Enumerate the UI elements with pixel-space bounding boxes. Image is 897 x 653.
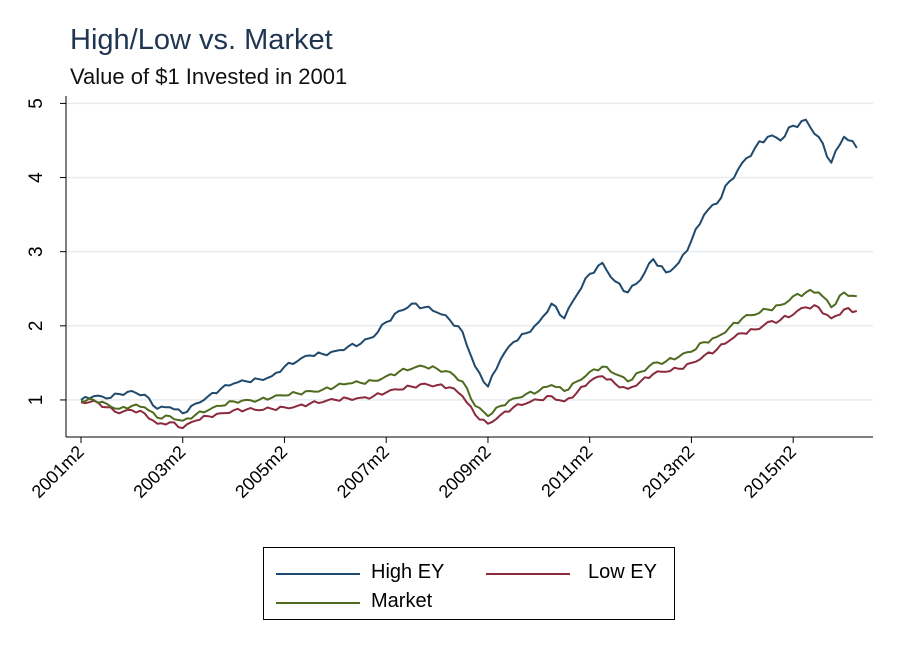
y-tick-label-5: 5 (26, 98, 47, 109)
legend-label-market: Market (371, 590, 433, 612)
chart-subtitle: Value of $1 Invested in 2001 (70, 64, 348, 89)
series-line-high-ey (80, 118, 858, 415)
legend-swatch-high-ey (276, 573, 360, 575)
y-tick-label-3: 3 (26, 246, 47, 257)
series-line-market (80, 288, 857, 422)
legend-swatch-low-ey (486, 573, 570, 575)
axes: 1 2 3 4 5 2001m2 2003m2 2005m2 2007m2 2009m2 2011m… (26, 96, 873, 502)
legend-label-low-ey: Low EY (588, 561, 657, 583)
chart-title: High/Low vs. Market (70, 24, 333, 56)
series-lines (80, 118, 858, 430)
y-tick-label-2: 2 (26, 321, 47, 332)
x-tick-label-2007m2: 2007m2 (333, 442, 393, 502)
x-tick-label-2003m2: 2003m2 (129, 442, 189, 502)
x-tick-label-2015m2: 2015m2 (740, 442, 800, 502)
x-tick-label-2013m2: 2013m2 (638, 442, 698, 502)
gridlines (66, 102, 873, 401)
legend-swatch-market (276, 602, 360, 604)
legend: High EY Low EY Market (263, 547, 675, 620)
y-tick-label-4: 4 (26, 172, 47, 183)
x-tick-label-2011m2: 2011m2 (537, 442, 596, 501)
x-tick-label-2001m2: 2001m2 (28, 442, 88, 502)
series-line-low-ey (80, 304, 858, 430)
x-tick-label-2009m2: 2009m2 (435, 442, 495, 502)
x-tick-label-2005m2: 2005m2 (231, 442, 291, 502)
y-tick-label-1: 1 (26, 395, 47, 406)
legend-label-high-ey: High EY (371, 561, 445, 583)
